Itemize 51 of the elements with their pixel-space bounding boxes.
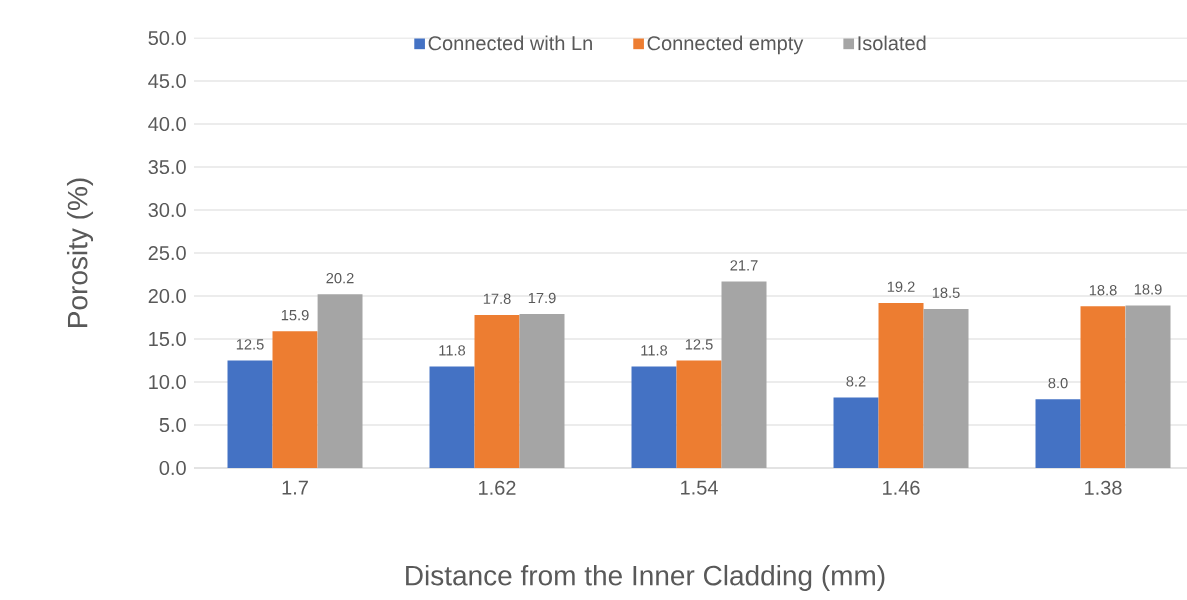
bar — [1125, 305, 1171, 468]
data-label: 12.5 — [236, 339, 264, 350]
y-tick-label: 50.0 — [148, 30, 186, 46]
bar — [429, 366, 475, 468]
data-label: 19.2 — [887, 281, 915, 292]
bar — [923, 308, 969, 468]
legend-label: Connected empty — [647, 35, 804, 55]
data-label: 17.8 — [483, 293, 511, 304]
y-tick-label: 35.0 — [148, 159, 186, 175]
legend-label: Connected with Ln — [428, 35, 592, 51]
bar — [676, 360, 722, 468]
y-tick-label: 0.0 — [159, 460, 186, 476]
x-tick-label: 1.7 — [282, 480, 308, 495]
bar — [1080, 306, 1126, 468]
data-label: 18.9 — [1134, 284, 1162, 295]
bar — [519, 314, 565, 468]
bar — [272, 331, 318, 468]
data-label: 12.5 — [685, 339, 713, 350]
bar — [317, 294, 363, 468]
x-axis-title: Distance from the Inner Cladding (mm) — [406, 564, 885, 592]
bar — [474, 314, 520, 468]
data-label: 15.9 — [281, 309, 309, 321]
y-tick-label: 20.0 — [148, 288, 186, 304]
y-tick-label: 30.0 — [148, 202, 186, 218]
data-label: 21.7 — [730, 260, 758, 271]
y-tick-label: 45.0 — [148, 73, 186, 89]
x-tick-label: 1.46 — [883, 480, 920, 495]
data-label: 18.5 — [932, 287, 960, 298]
y-tick-label: 10.0 — [149, 374, 186, 390]
data-label: 8.0 — [1048, 377, 1068, 389]
y-axis-title: Porosity (%) — [66, 178, 94, 327]
data-label: 11.8 — [641, 345, 668, 356]
bar — [833, 397, 879, 468]
bar — [878, 302, 924, 468]
bar — [227, 360, 273, 468]
bar — [1035, 399, 1081, 468]
legend-label: Isolated — [858, 35, 926, 51]
y-tick-label: 5.0 — [159, 417, 186, 433]
x-tick-label: 1.54 — [681, 480, 718, 495]
data-label: 8.2 — [846, 376, 866, 387]
data-label: 20.2 — [326, 272, 354, 284]
x-tick-label: 1.62 — [479, 480, 516, 495]
data-label: 17.9 — [528, 292, 556, 304]
data-label: 18.8 — [1089, 285, 1117, 296]
bar — [721, 281, 767, 468]
data-label: 11.8 — [439, 345, 466, 356]
y-tick-label: 25.0 — [148, 245, 186, 261]
y-tick-label: 40.0 — [148, 116, 186, 132]
bar — [631, 366, 677, 468]
x-tick-label: 1.38 — [1085, 480, 1122, 495]
y-tick-label: 15.0 — [149, 331, 186, 347]
